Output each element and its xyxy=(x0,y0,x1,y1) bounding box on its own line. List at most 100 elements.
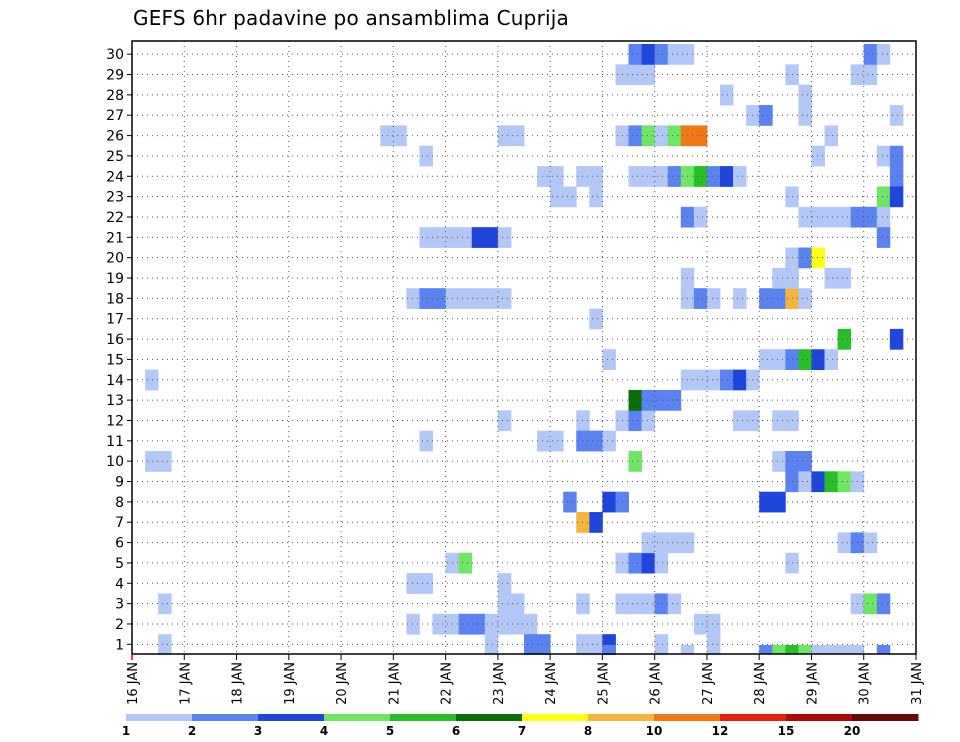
precip-cell xyxy=(693,288,708,309)
precip-cell xyxy=(811,349,825,370)
precip-cell xyxy=(837,471,852,493)
legend-label: 1 xyxy=(122,724,130,738)
precip-cell xyxy=(837,328,852,350)
precip-cell xyxy=(628,552,642,574)
precip-cell xyxy=(145,451,159,472)
x-tick-label: 18 JAN xyxy=(231,662,246,705)
x-tick-label: 30 JAN xyxy=(858,662,873,705)
precip-cell xyxy=(641,166,656,187)
precip-cell xyxy=(628,451,642,472)
precip-cell xyxy=(798,105,812,126)
precip-cell xyxy=(458,227,473,248)
grid xyxy=(132,41,916,654)
cells-layer xyxy=(145,44,904,655)
y-tick-label: 5 xyxy=(115,556,124,572)
precip-cell xyxy=(837,645,852,654)
y-tick-label: 8 xyxy=(115,495,124,511)
y-tick-label: 1 xyxy=(115,637,124,653)
precip-cell xyxy=(680,645,695,654)
precip-cell xyxy=(550,430,564,452)
y-tick-label: 17 xyxy=(106,312,124,328)
y-tick-label: 14 xyxy=(106,373,124,389)
precip-cell xyxy=(785,645,799,654)
y-tick-label: 2 xyxy=(115,617,124,633)
precip-cell xyxy=(772,349,786,370)
precip-cell xyxy=(693,166,708,187)
y-tick-label: 28 xyxy=(106,88,124,104)
precip-cell xyxy=(876,186,891,208)
precip-cell xyxy=(693,125,708,147)
precip-cell xyxy=(824,349,838,370)
legend-label: 3 xyxy=(254,724,262,738)
x-tick-label: 31 JAN xyxy=(910,662,925,705)
legend-swatch xyxy=(456,714,523,721)
precip-cell xyxy=(589,430,603,452)
x-tick-label: 22 JAN xyxy=(440,662,455,705)
precip-cell xyxy=(458,552,473,574)
precip-cell xyxy=(667,44,682,65)
precip-cell xyxy=(406,573,420,594)
precip-cell xyxy=(824,471,838,493)
y-tick-label: 27 xyxy=(106,108,124,124)
legend-label: 5 xyxy=(386,724,394,738)
x-tick-label: 25 JAN xyxy=(596,662,611,705)
legend-swatch xyxy=(720,714,787,721)
precip-cell xyxy=(759,645,773,654)
y-tick-label: 22 xyxy=(106,210,124,226)
precip-cell xyxy=(497,410,512,432)
x-tick-label: 28 JAN xyxy=(753,662,768,705)
precip-cell xyxy=(654,593,669,615)
precip-cell xyxy=(158,634,172,655)
precip-cell xyxy=(602,491,616,513)
precip-cell xyxy=(811,206,825,228)
legend-swatch xyxy=(654,714,721,721)
x-tick-label: 24 JAN xyxy=(544,662,559,705)
precip-cell xyxy=(589,186,603,208)
precip-cell xyxy=(706,369,721,391)
precip-cell xyxy=(497,288,512,309)
precip-cell xyxy=(628,44,642,65)
precip-cell xyxy=(654,125,669,147)
precip-cell xyxy=(889,166,904,187)
precip-cell xyxy=(798,288,812,309)
precip-cell xyxy=(798,451,812,472)
y-tick-label: 11 xyxy=(106,434,124,450)
precip-cell xyxy=(628,410,642,432)
precip-cell xyxy=(706,634,721,655)
precip-cell xyxy=(576,430,590,452)
precip-cell xyxy=(406,613,420,635)
precip-cell xyxy=(811,247,825,269)
precip-cell xyxy=(759,105,773,126)
legend-label: 15 xyxy=(778,724,795,738)
precip-cell xyxy=(589,308,603,330)
precip-cell xyxy=(576,512,590,533)
precip-cell xyxy=(641,44,656,65)
precip-cell xyxy=(393,125,407,147)
legend-label: 20 xyxy=(844,724,861,738)
y-tick-label: 9 xyxy=(115,475,124,491)
x-tick-label: 23 JAN xyxy=(492,662,507,705)
precip-cell xyxy=(641,593,656,615)
legend-swatch xyxy=(522,714,589,721)
precip-cell xyxy=(576,634,590,655)
precip-cell xyxy=(811,471,825,493)
precip-cell xyxy=(484,227,499,248)
precip-cell xyxy=(863,206,878,228)
y-tick-label: 24 xyxy=(106,169,124,185)
legend-swatch xyxy=(390,714,457,721)
x-tick-label: 26 JAN xyxy=(649,662,664,705)
precip-cell xyxy=(158,451,172,472)
y-tick-label: 23 xyxy=(106,190,124,206)
precip-cell xyxy=(720,84,734,106)
precip-cell xyxy=(863,532,878,554)
x-tick-label: 20 JAN xyxy=(335,662,350,705)
precip-cell xyxy=(484,288,499,309)
x-tick-label: 19 JAN xyxy=(283,662,298,705)
precip-cell xyxy=(876,645,891,654)
precip-cell xyxy=(419,573,433,594)
precip-cell xyxy=(876,593,891,615)
precip-cell xyxy=(550,186,564,208)
y-tick-label: 13 xyxy=(106,393,124,409)
precip-cell xyxy=(628,64,642,86)
precip-cell xyxy=(876,206,891,228)
